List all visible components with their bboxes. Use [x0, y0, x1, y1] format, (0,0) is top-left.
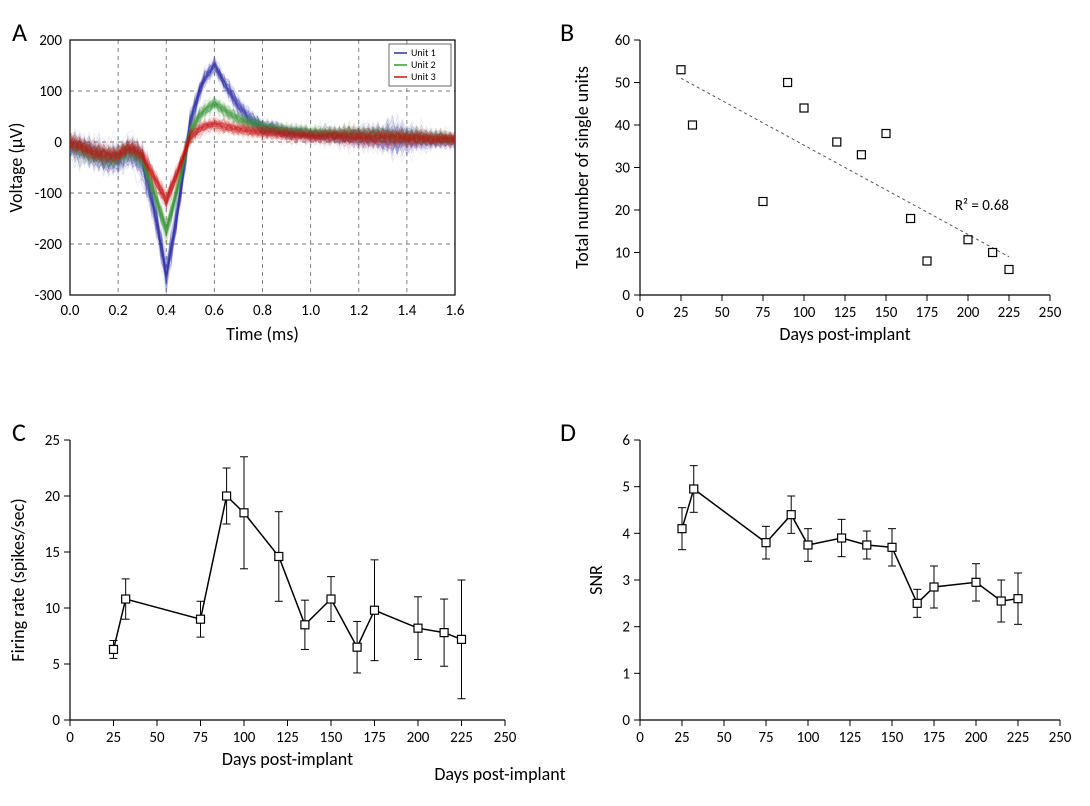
svg-text:175: 175	[363, 729, 386, 747]
svg-text:0: 0	[636, 304, 644, 322]
svg-text:10: 10	[615, 245, 631, 263]
svg-text:-300: -300	[35, 287, 63, 305]
svg-text:250: 250	[1049, 729, 1072, 747]
svg-text:5: 5	[622, 479, 630, 497]
svg-text:Days post-implant: Days post-implant	[222, 748, 353, 770]
svg-text:100: 100	[39, 83, 62, 101]
svg-text:175: 175	[923, 729, 946, 747]
svg-text:50: 50	[615, 75, 631, 93]
svg-text:10: 10	[45, 600, 61, 618]
svg-text:150: 150	[881, 729, 904, 747]
panel-a-legend: Unit 1Unit 2Unit 3	[389, 44, 451, 86]
svg-text:75: 75	[193, 729, 208, 747]
svg-text:25: 25	[673, 304, 688, 322]
svg-text:Unit 3: Unit 3	[411, 70, 436, 83]
svg-text:0: 0	[52, 712, 60, 730]
svg-text:5: 5	[52, 656, 60, 674]
svg-text:0: 0	[66, 729, 74, 747]
svg-text:225: 225	[1007, 729, 1030, 747]
svg-text:20: 20	[615, 202, 631, 220]
svg-text:6: 6	[622, 432, 630, 450]
svg-text:0.6: 0.6	[205, 302, 224, 320]
panel-a-chart: 0.0 0.2 0.4 0.6 0.8 1.0 1.2 1.4 1.6 -300 -200 -100 0…	[5, 32, 465, 345]
svg-text:200: 200	[965, 729, 988, 747]
svg-text:Firing rate (spikes/sec): Firing rate (spikes/sec)	[7, 498, 29, 661]
svg-text:SNR: SNR	[585, 565, 607, 595]
svg-text:0.8: 0.8	[253, 302, 272, 320]
svg-text:1.2: 1.2	[349, 302, 368, 320]
svg-text:25: 25	[674, 729, 689, 747]
svg-text:Total number of single units: Total number of single units	[571, 66, 593, 269]
svg-text:Voltage (µV): Voltage (µV)	[5, 123, 27, 213]
svg-text:200: 200	[407, 729, 430, 747]
svg-text:0.2: 0.2	[109, 302, 128, 320]
svg-text:2: 2	[622, 619, 630, 637]
svg-text:200: 200	[957, 304, 980, 322]
svg-text:0: 0	[54, 134, 62, 152]
svg-text:200: 200	[39, 32, 62, 50]
svg-text:0.0: 0.0	[61, 302, 80, 320]
svg-text:Days post-implant: Days post-implant	[779, 323, 910, 345]
figure-root: A B C D 0.00.20.40.60.81.01.21.41.6-300-…	[0, 0, 1090, 806]
svg-text:150: 150	[875, 304, 898, 322]
svg-text:1: 1	[622, 665, 630, 683]
svg-text:R² = 0.68: R² = 0.68	[955, 197, 1009, 215]
panel-d-chart: 0 25 50 75 100 125 150 175 200 225 250 0 1 2 3 4 5 6 SNR	[585, 432, 1072, 747]
svg-text:125: 125	[834, 304, 857, 322]
svg-text:-200: -200	[35, 236, 63, 254]
svg-text:30: 30	[615, 160, 631, 178]
svg-text:0.4: 0.4	[157, 302, 176, 320]
svg-text:125: 125	[839, 729, 862, 747]
svg-text:0: 0	[622, 287, 630, 305]
svg-text:1.0: 1.0	[301, 302, 320, 320]
svg-text:-100: -100	[35, 185, 63, 203]
svg-text:60: 60	[615, 32, 631, 50]
shared-xlabel: Days post-implant	[434, 763, 565, 785]
svg-text:25: 25	[106, 729, 121, 747]
svg-text:100: 100	[797, 729, 820, 747]
svg-text:15: 15	[45, 544, 60, 562]
svg-text:0: 0	[622, 712, 630, 730]
svg-text:225: 225	[998, 304, 1021, 322]
svg-text:225: 225	[450, 729, 473, 747]
panel-c-chart: 0 25 50 75 100 125 150 175 200 225 250 0 5 10 15 20 25 Da…	[7, 432, 517, 770]
svg-text:250: 250	[494, 729, 517, 747]
figure-svg: 0.0 0.2 0.4 0.6 0.8 1.0 1.2 1.4 1.6 -300 -200 -100 0…	[0, 0, 1090, 806]
svg-text:50: 50	[714, 304, 730, 322]
svg-text:40: 40	[615, 117, 631, 135]
svg-text:125: 125	[276, 729, 299, 747]
svg-text:75: 75	[755, 304, 770, 322]
svg-text:250: 250	[1039, 304, 1062, 322]
svg-text:25: 25	[45, 432, 60, 450]
svg-text:150: 150	[320, 729, 343, 747]
svg-text:20: 20	[45, 488, 61, 506]
svg-text:1.6: 1.6	[446, 302, 465, 320]
svg-text:100: 100	[233, 729, 256, 747]
svg-text:50: 50	[149, 729, 165, 747]
svg-text:4: 4	[622, 525, 630, 543]
svg-text:1.4: 1.4	[397, 302, 416, 320]
svg-text:175: 175	[916, 304, 939, 322]
svg-text:3: 3	[622, 572, 630, 590]
svg-text:0: 0	[636, 729, 644, 747]
svg-text:100: 100	[793, 304, 816, 322]
svg-text:Time (ms): Time (ms)	[226, 323, 299, 345]
svg-text:75: 75	[758, 729, 773, 747]
svg-text:50: 50	[716, 729, 732, 747]
panel-b-chart: 0 25 50 75 100 125 150 175 200 225 250 0 10 20 30 40 50 6…	[571, 32, 1062, 345]
